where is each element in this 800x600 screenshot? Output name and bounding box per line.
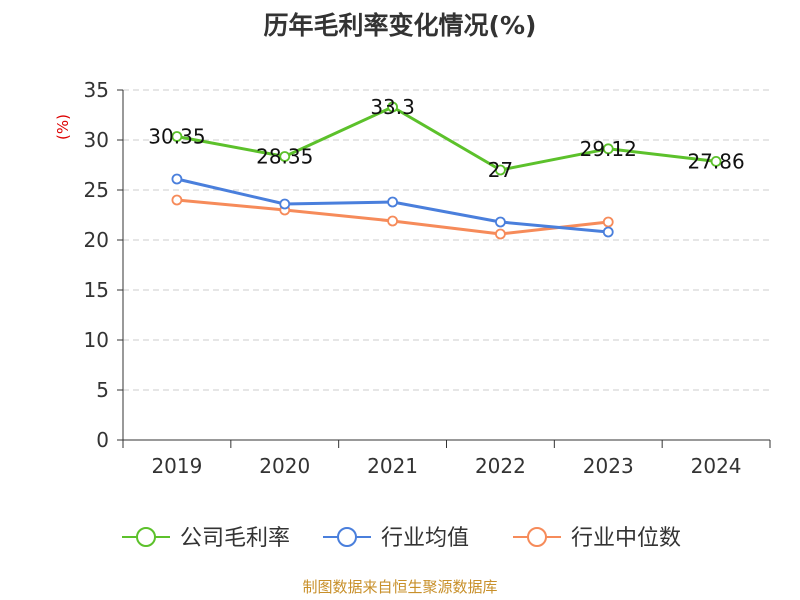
data-point bbox=[495, 216, 506, 228]
data-label: 27.86 bbox=[687, 149, 744, 173]
data-point bbox=[602, 226, 614, 238]
legend-marker bbox=[337, 527, 357, 547]
data-point bbox=[602, 216, 614, 228]
data-point bbox=[171, 194, 183, 206]
y-tick-label: 15 bbox=[84, 278, 109, 302]
series-line bbox=[176, 105, 717, 172]
legend-label: 行业均值 bbox=[381, 526, 469, 551]
data-point bbox=[279, 198, 291, 210]
source-note: 制图数据来自恒生聚源数据库 bbox=[302, 578, 498, 596]
data-point bbox=[602, 143, 614, 155]
data-point bbox=[495, 164, 506, 176]
data-label: 28.35 bbox=[256, 145, 313, 169]
data-point bbox=[171, 131, 183, 142]
data-point bbox=[710, 155, 722, 167]
y-tick-label: 35 bbox=[84, 78, 109, 102]
data-point bbox=[495, 228, 506, 240]
data-point bbox=[279, 151, 291, 162]
axes: 0 5 10 15 20 25 30 35 2019 2020 2021 2022 2023 2024 (%… bbox=[54, 78, 771, 478]
x-tick-label: 2024 bbox=[691, 454, 742, 478]
y-tick-label: 30 bbox=[84, 128, 109, 152]
data-label: 30.35 bbox=[148, 125, 205, 149]
y-unit-label: (%) bbox=[54, 114, 72, 140]
x-tick-label: 2022 bbox=[475, 454, 526, 478]
data-point bbox=[387, 196, 398, 208]
data-point bbox=[387, 215, 398, 227]
x-tick-label: 2020 bbox=[259, 454, 310, 478]
data-label: 29.12 bbox=[580, 137, 637, 161]
legend-label: 公司毛利率 bbox=[180, 526, 290, 551]
y-tick-label: 10 bbox=[84, 328, 109, 352]
x-tick-label: 2021 bbox=[367, 454, 418, 478]
data-point bbox=[171, 173, 183, 185]
y-tick-label: 25 bbox=[84, 178, 109, 202]
y-tick-label: 20 bbox=[84, 228, 109, 252]
x-tick-label: 2023 bbox=[583, 454, 634, 478]
x-tick-label: 2019 bbox=[151, 454, 202, 478]
legend: 公司毛利率 行业均值 行业中位数 bbox=[122, 526, 681, 551]
data-label: 33.3 bbox=[370, 95, 415, 119]
y-tick-label: 0 bbox=[96, 428, 109, 452]
grid-lines bbox=[123, 89, 770, 391]
legend-label: 行业中位数 bbox=[571, 526, 681, 551]
legend-marker bbox=[136, 527, 156, 547]
data-point bbox=[387, 101, 398, 113]
y-tick-label: 5 bbox=[96, 378, 109, 402]
series-lines bbox=[171, 101, 722, 240]
chart-title: 历年毛利率变化情况(%) bbox=[263, 11, 537, 40]
data-label: 27 bbox=[488, 158, 513, 182]
data-labels: 30.35 28.35 33.3 27 29.12 27.86 bbox=[148, 95, 744, 182]
legend-marker bbox=[527, 527, 547, 547]
